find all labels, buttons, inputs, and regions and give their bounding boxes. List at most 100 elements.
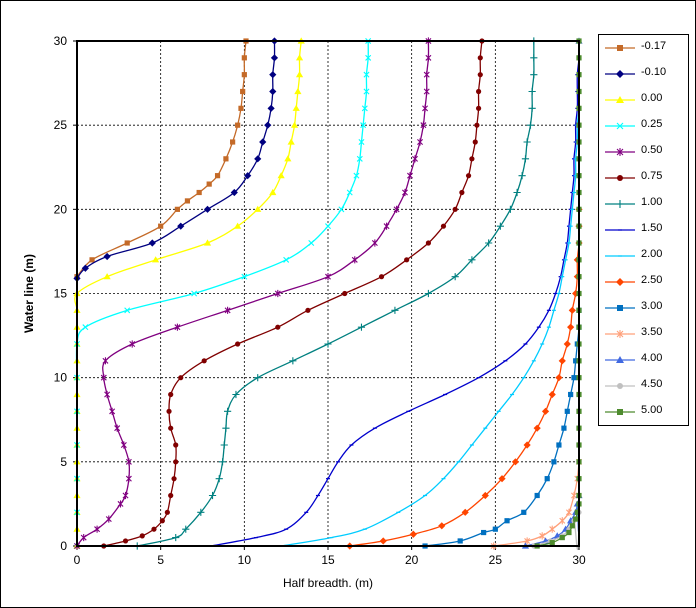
data-point — [124, 307, 131, 314]
data-point — [528, 87, 536, 96]
data-point — [549, 525, 556, 533]
data-point — [254, 374, 262, 382]
data-point — [401, 188, 408, 197]
data-point — [528, 104, 536, 112]
data-point — [259, 138, 267, 146]
data-point — [82, 324, 89, 331]
data-point — [305, 307, 311, 313]
data-point — [277, 172, 285, 179]
data-point — [541, 407, 550, 415]
data-point — [363, 88, 370, 95]
data-point — [407, 172, 413, 180]
data-point — [172, 533, 180, 542]
data-point — [325, 273, 331, 281]
data-point — [567, 323, 575, 331]
data-point — [164, 509, 170, 515]
data-point — [440, 223, 447, 229]
data-point — [171, 476, 177, 482]
data-point — [269, 188, 277, 196]
grid — [73, 40, 580, 550]
data-point — [114, 424, 121, 432]
legend-label: -0.10 — [641, 66, 667, 78]
data-point — [196, 189, 202, 196]
data-point — [476, 88, 482, 95]
data-point — [425, 54, 432, 62]
data-point — [357, 323, 366, 331]
data-point — [173, 459, 179, 465]
data-point — [102, 357, 109, 365]
data-point — [197, 508, 205, 516]
data-point — [556, 442, 562, 448]
data-point — [353, 172, 360, 179]
data-point — [168, 391, 174, 398]
data-point — [103, 273, 111, 280]
data-point — [206, 181, 212, 187]
legend-label: 0.50 — [641, 144, 663, 156]
data-point — [565, 508, 572, 516]
data-point — [566, 529, 572, 536]
data-point — [451, 273, 459, 281]
series-line — [76, 40, 247, 278]
data-point — [617, 45, 623, 51]
legend-item: 5.00 — [599, 399, 688, 425]
data-point — [452, 206, 458, 212]
data-point — [523, 138, 531, 146]
legend-item: -0.10 — [599, 61, 688, 87]
data-point — [124, 240, 130, 246]
data-point — [208, 491, 217, 500]
data-point — [383, 222, 390, 230]
legend-label: 3.00 — [641, 300, 663, 312]
data-point — [457, 538, 463, 544]
legend-label: 5.00 — [641, 404, 663, 416]
data-point — [238, 105, 244, 111]
legend-label: 4.00 — [641, 352, 663, 364]
legend-item: 2.50 — [599, 269, 688, 295]
legend-label: -0.17 — [641, 40, 667, 52]
data-point — [290, 121, 299, 128]
data-point — [122, 538, 129, 544]
data-point — [569, 523, 575, 529]
data-point — [214, 173, 221, 179]
data-point — [492, 526, 498, 532]
legend-item: 0.00 — [599, 87, 688, 113]
data-point — [234, 222, 242, 229]
data-point — [539, 532, 546, 540]
data-point — [267, 104, 275, 112]
data-point — [148, 239, 156, 247]
data-point — [461, 508, 469, 516]
data-point — [404, 257, 410, 263]
data-point — [166, 408, 172, 414]
data-point — [104, 390, 111, 399]
data-point — [177, 222, 185, 230]
data-point — [105, 515, 112, 523]
data-point — [425, 240, 431, 246]
legend-swatch — [605, 96, 635, 103]
data-point — [417, 138, 424, 146]
data-point — [472, 139, 478, 145]
data-point — [241, 273, 248, 280]
data-point — [393, 205, 400, 213]
legend-swatch — [605, 200, 635, 208]
data-point — [274, 289, 281, 298]
series-0.75 — [101, 38, 485, 549]
series-line — [210, 40, 580, 547]
data-point — [561, 425, 567, 431]
legend-swatch — [605, 409, 635, 415]
data-point — [391, 306, 399, 314]
data-point — [203, 205, 212, 213]
data-point — [325, 223, 331, 230]
legend-swatch — [605, 305, 635, 311]
data-point — [563, 340, 571, 348]
y-tick-label: 15 — [54, 287, 68, 301]
legend-item: 0.50 — [599, 139, 688, 165]
data-point — [559, 534, 565, 541]
plot-area-border — [76, 40, 580, 547]
data-point — [477, 55, 483, 61]
legend-swatch — [605, 255, 635, 257]
legend-swatch — [605, 383, 635, 389]
series--0.17 — [74, 38, 249, 280]
data-point — [617, 409, 623, 415]
legend-label: 0.25 — [641, 118, 663, 130]
data-point — [270, 54, 279, 62]
data-point — [616, 96, 624, 103]
